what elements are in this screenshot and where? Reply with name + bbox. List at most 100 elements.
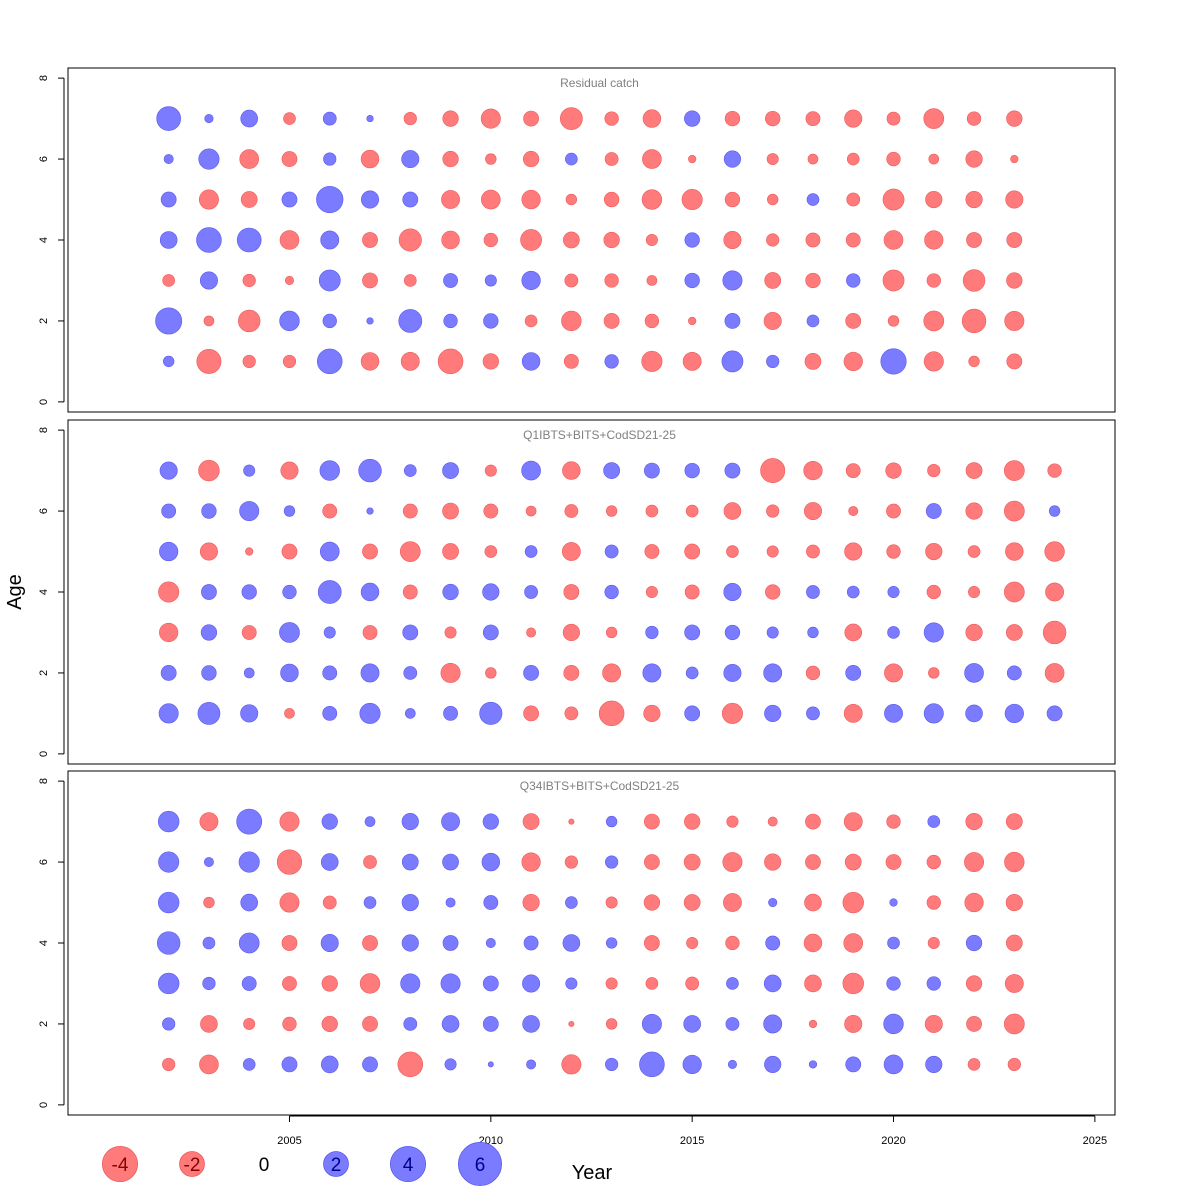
negative-residual-bubble: [965, 502, 983, 520]
positive-residual-bubble: [360, 663, 380, 683]
negative-residual-bubble: [924, 1014, 943, 1033]
positive-residual-bubble: [201, 584, 217, 600]
negative-residual-bubble: [283, 112, 296, 125]
negative-residual-bubble: [1005, 190, 1024, 209]
negative-residual-bubble: [282, 976, 297, 991]
negative-residual-bubble: [284, 275, 295, 286]
y-tick-label: 2: [38, 1021, 50, 1027]
positive-residual-bubble: [925, 503, 942, 519]
negative-residual-bubble: [604, 111, 619, 126]
negative-residual-bubble: [962, 269, 986, 292]
positive-residual-bubble: [445, 897, 456, 908]
negative-residual-bubble: [965, 623, 983, 642]
negative-residual-bubble: [1004, 851, 1025, 873]
negative-residual-bubble: [561, 310, 582, 332]
negative-residual-bubble: [644, 813, 660, 830]
negative-residual-bubble: [643, 894, 661, 911]
negative-residual-bubble: [726, 815, 739, 828]
negative-residual-bubble: [402, 584, 418, 600]
panel-1: Residual catch 0 2 4 6 8: [38, 67, 1116, 413]
negative-residual-bubble: [766, 545, 779, 558]
negative-residual-bubble: [844, 1014, 863, 1033]
negative-residual-bubble: [563, 584, 580, 600]
negative-residual-bubble: [484, 545, 498, 558]
positive-residual-bubble: [806, 314, 820, 328]
negative-residual-bubble: [926, 854, 941, 870]
negative-residual-bubble: [485, 153, 497, 165]
positive-residual-bubble: [319, 541, 340, 562]
positive-residual-bubble: [163, 154, 174, 165]
negative-residual-bubble: [203, 315, 215, 327]
negative-residual-bubble: [279, 892, 300, 913]
positive-residual-bubble: [320, 853, 339, 871]
positive-residual-bubble: [763, 1014, 783, 1034]
negative-residual-bubble: [886, 503, 901, 519]
positive-residual-bubble: [443, 273, 458, 288]
positive-residual-bubble: [684, 110, 701, 127]
positive-residual-bubble: [964, 663, 984, 683]
positive-residual-bubble: [358, 458, 382, 483]
positive-residual-bubble: [764, 704, 782, 722]
negative-residual-bubble: [722, 852, 743, 873]
negative-residual-bubble: [887, 315, 900, 327]
negative-residual-bubble: [1047, 463, 1062, 478]
negative-residual-bubble: [568, 818, 575, 825]
positive-residual-bubble: [323, 152, 337, 166]
negative-residual-bubble: [688, 154, 697, 164]
positive-residual-bubble: [565, 977, 578, 990]
x-axis-ticks: 2005 2010 2015 2020 2025: [277, 1115, 1107, 1147]
negative-residual-bubble: [844, 623, 863, 642]
negative-residual-bubble: [926, 895, 941, 910]
negative-residual-bubble: [844, 853, 862, 871]
legend-label: -4: [112, 1155, 129, 1176]
positive-residual-bubble: [323, 626, 336, 639]
negative-residual-bubble: [965, 813, 983, 831]
positive-residual-bubble: [403, 464, 417, 477]
negative-residual-bubble: [360, 149, 380, 169]
negative-residual-bubble: [883, 230, 904, 250]
positive-residual-bubble: [322, 313, 337, 329]
negative-residual-bubble: [723, 502, 742, 520]
negative-residual-bubble: [603, 191, 620, 208]
positive-residual-bubble: [401, 853, 419, 871]
negative-residual-bubble: [961, 308, 987, 334]
negative-residual-bubble: [760, 458, 786, 484]
negative-residual-bubble: [521, 189, 541, 210]
negative-residual-bubble: [362, 935, 378, 951]
positive-residual-bubble: [197, 702, 221, 725]
positive-residual-bubble: [683, 1015, 701, 1033]
negative-residual-bubble: [806, 544, 820, 559]
negative-residual-bubble: [605, 896, 618, 909]
negative-residual-bubble: [724, 110, 741, 127]
positive-residual-bubble: [279, 622, 300, 643]
panel-2: Q1IBTS+BITS+CodSD21-25 0 2 4 6 8: [38, 419, 1116, 765]
panel-frame: [67, 419, 1116, 765]
negative-residual-bubble: [481, 189, 501, 210]
negative-residual-bubble: [723, 231, 742, 249]
positive-residual-bubble: [521, 352, 541, 371]
negative-residual-bubble: [726, 545, 739, 558]
positive-residual-bubble: [318, 269, 341, 292]
negative-residual-bubble: [964, 852, 985, 873]
negative-residual-bubble: [845, 232, 861, 248]
negative-residual-bubble: [243, 1017, 256, 1030]
positive-residual-bubble: [236, 808, 263, 835]
negative-residual-bubble: [966, 232, 982, 248]
positive-residual-bubble: [807, 626, 819, 639]
positive-residual-bubble: [242, 1058, 256, 1071]
positive-residual-bubble: [196, 227, 222, 253]
positive-residual-bubble: [282, 584, 297, 600]
positive-residual-bubble: [363, 896, 377, 909]
x-tick-label: 2015: [680, 1135, 704, 1147]
chart-panels: Residual catch02468Q1IBTS+BITS+CodSD21-2…: [38, 67, 1116, 1116]
positive-residual-bubble: [483, 313, 499, 329]
negative-residual-bubble: [484, 464, 497, 477]
positive-residual-bubble: [156, 931, 181, 955]
positive-residual-bubble: [880, 348, 907, 375]
negative-residual-bubble: [846, 152, 860, 166]
negative-residual-bubble: [562, 623, 580, 642]
positive-residual-bubble: [321, 813, 338, 830]
negative-residual-bubble: [968, 586, 981, 598]
negative-residual-bubble: [442, 543, 459, 560]
negative-residual-bubble: [362, 272, 378, 289]
